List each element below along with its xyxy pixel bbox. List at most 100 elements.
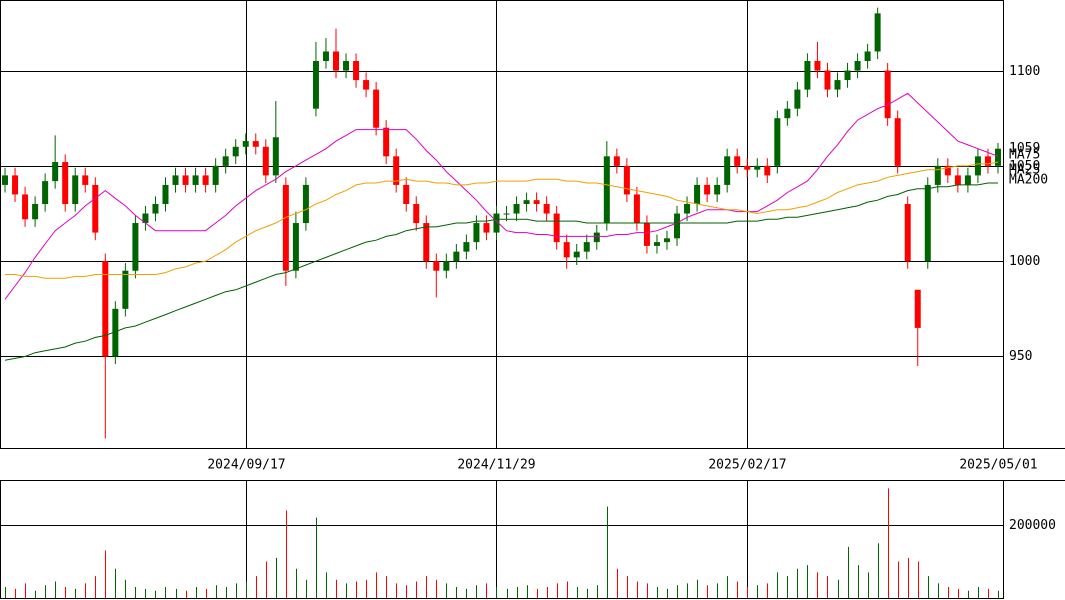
candle-body [974,156,981,176]
candle-body [674,213,681,239]
candle-body [232,146,239,157]
candle-body [694,184,701,204]
candle-body [353,61,360,81]
candle-body [924,184,931,262]
candle-body [222,156,229,166]
candle-body [52,162,59,182]
candle-body [122,270,129,309]
legend-label: MA25 [1009,163,1040,178]
candle-body [844,70,851,81]
candle-body [774,118,781,166]
candle-body [212,165,219,185]
candle-body [62,162,69,204]
candle-body [383,127,390,157]
x-tick-label: 2024/09/17 [207,458,285,473]
candle-body [704,184,711,195]
candle-body [463,242,470,252]
candle-body [12,175,19,195]
candle-body [543,203,550,214]
candle-body [603,156,610,224]
candle-body [252,141,259,147]
candle-body [904,203,911,262]
candle-body [894,118,901,166]
candle-body [453,251,460,262]
candle-body [423,223,430,262]
moving-average-line [4,92,999,300]
candle-body [663,238,670,243]
candle-body [292,223,299,271]
candle-body [192,175,199,185]
candle-body [282,184,289,271]
candle-body [443,261,450,271]
candle-body [804,61,811,90]
price-panel-frame [0,0,1004,449]
candle-body [583,242,590,252]
candle-body [32,203,39,220]
candle-body [272,137,279,176]
candle-body [182,175,189,185]
last-price-label: 1059 [1009,141,1040,156]
candle-body [784,108,791,119]
candle-body [724,156,731,185]
candle-body [964,175,971,185]
candle-body [92,184,99,233]
candle-body [874,13,881,52]
candle-body [322,51,329,62]
candle-body [22,194,29,220]
candle-body [593,232,600,243]
candle-body [333,51,340,71]
last-price-bg [1007,141,1047,156]
candle-body [613,156,620,166]
x-tick-label: 2025/05/01 [959,458,1037,473]
candle-body [563,242,570,258]
candle-body [744,165,751,170]
candle-body [262,146,269,176]
candle-body [473,223,480,243]
candle-body [824,70,831,90]
candle-body [312,61,319,109]
candle-body [914,289,921,328]
y-tick-label: 1000 [1009,254,1040,269]
candle-body [42,181,49,204]
legend-label: MA75 [1009,148,1040,163]
candle-body [553,213,560,243]
candle-body [202,175,209,185]
candle-body [373,89,380,128]
candle-body [403,184,410,204]
candle-body [102,261,109,357]
candle-body [533,200,540,204]
candle-body [623,165,630,195]
y-tick-label: 1100 [1009,64,1040,79]
candle-body [934,165,941,185]
y-tick-label: 950 [1009,349,1032,364]
candle-body [162,184,169,204]
candle-body [152,203,159,214]
candle-body [343,61,350,71]
moving-average-line [5,161,999,279]
candle-body [814,61,821,71]
candle-body [302,184,309,224]
candle-body [734,156,741,166]
candle-body [2,175,9,185]
legend-label: MA200 [1009,173,1048,188]
candle-body [413,203,420,224]
candle-body [503,213,510,215]
candle-body [513,203,520,214]
candle-body [242,141,249,147]
candle-body [573,251,580,258]
candle-body [764,165,771,176]
candle-body [834,80,841,90]
moving-average-line [4,182,998,361]
candle-body [72,175,79,204]
candle-body [854,61,861,71]
x-tick-label: 2024/11/29 [457,458,535,473]
candle-body [112,308,119,357]
candle-body [954,175,961,185]
y-tick-label: 1050 [1009,159,1040,174]
candle-body [794,89,801,109]
candle-body [714,184,721,195]
volume-panel-frame [0,480,1004,599]
candle-body [132,223,139,271]
candle-body [82,175,89,185]
